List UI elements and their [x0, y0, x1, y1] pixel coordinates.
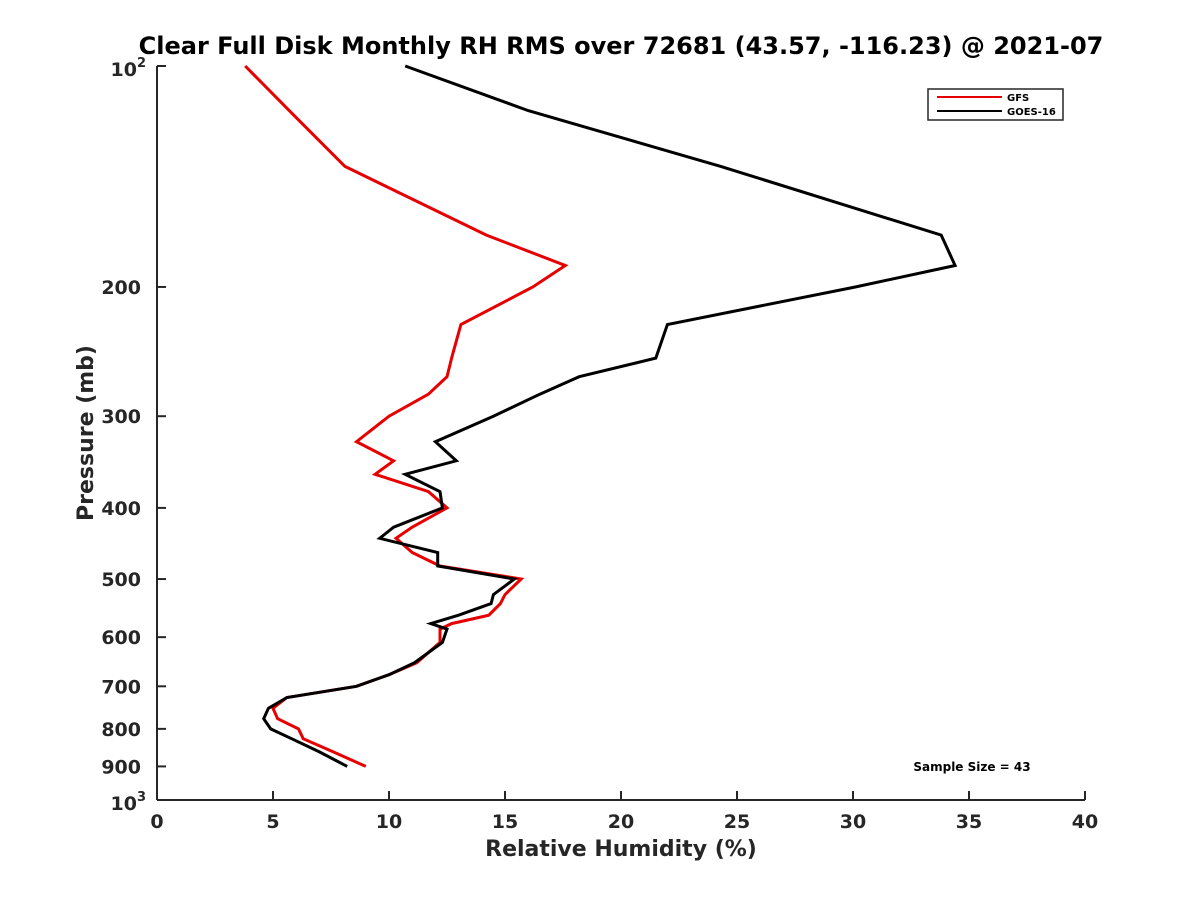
series-line	[261, 64, 958, 768]
x-ticks: 0 5 10 15 20 25 30 35 40	[150, 791, 1098, 833]
y-tick-label: 800	[101, 719, 141, 741]
y-bottom-tick-label: 103	[111, 790, 147, 815]
x-tick-label: 0	[150, 811, 163, 833]
x-tick-label: 10	[376, 811, 402, 833]
chart-title: Clear Full Disk Monthly RH RMS over 7268…	[139, 32, 1104, 60]
legend: GFS GOES-16	[927, 88, 1064, 121]
y-top-tick-label: 102	[111, 56, 147, 81]
x-tick-label: 35	[956, 811, 982, 833]
axes	[156, 66, 1085, 801]
x-tick-label: 25	[724, 811, 750, 833]
x-tick-label: 5	[266, 811, 279, 833]
y-tick-label: 900	[101, 756, 141, 778]
legend-label-gfs: GFS	[1007, 93, 1029, 104]
y-tick-label: 600	[101, 627, 141, 649]
y-tick-label: 700	[101, 676, 141, 698]
y-ticks: 200 300 400 500 600 700 800 900	[101, 65, 166, 801]
x-axis-title: Relative Humidity (%)	[485, 837, 757, 862]
y-tick-label: 200	[101, 277, 141, 299]
series-line	[244, 64, 569, 768]
x-tick-label: 20	[608, 811, 634, 833]
x-tick-label: 30	[840, 811, 866, 833]
y-tick-label: 300	[101, 406, 141, 428]
sample-size-annotation: Sample Size = 43	[913, 760, 1030, 774]
series-gfs	[244, 64, 569, 768]
series-goes16	[261, 64, 958, 768]
series-group	[244, 64, 958, 768]
legend-label-goes16: GOES-16	[1007, 107, 1056, 118]
x-tick-label: 40	[1072, 811, 1098, 833]
y-tick-label: 400	[101, 498, 141, 520]
legend-box	[927, 88, 1064, 121]
x-tick-label: 15	[492, 811, 518, 833]
y-tick-label: 500	[101, 569, 141, 591]
y-axis-title: Pressure (mb)	[74, 345, 99, 521]
